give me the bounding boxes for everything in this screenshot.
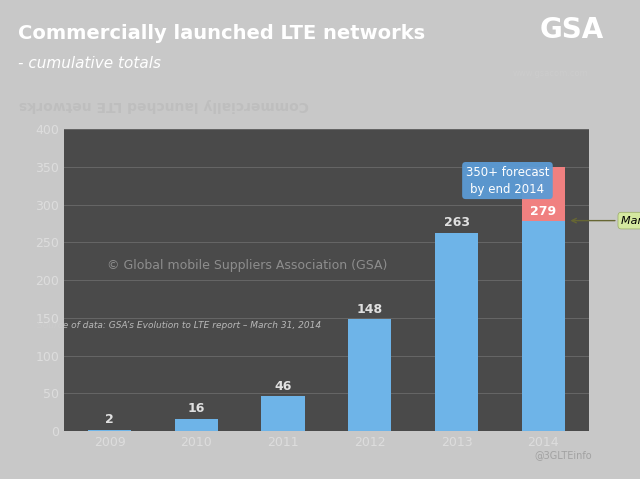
Text: @3GLTEinfo: @3GLTEinfo xyxy=(534,450,592,460)
Bar xyxy=(522,221,565,431)
Text: 350+ forecast
by end 2014: 350+ forecast by end 2014 xyxy=(466,166,549,195)
Text: - cumulative totals: - cumulative totals xyxy=(19,56,161,71)
Text: 2: 2 xyxy=(105,413,114,426)
Text: © Global mobile Suppliers Association (GSA): © Global mobile Suppliers Association (G… xyxy=(108,259,388,272)
Text: Source of data: GSA’s Evolution to LTE report – March 31, 2014: Source of data: GSA’s Evolution to LTE r… xyxy=(37,321,321,330)
Bar xyxy=(348,319,392,431)
Text: 46: 46 xyxy=(275,380,292,393)
Text: Commercially launched LTE networks: Commercially launched LTE networks xyxy=(19,24,426,43)
Text: Commercially launched LTE networks: Commercially launched LTE networks xyxy=(19,98,308,113)
Bar xyxy=(175,419,218,431)
Bar xyxy=(88,430,131,431)
Text: 148: 148 xyxy=(356,303,383,316)
Text: 263: 263 xyxy=(444,216,470,229)
Text: GSA: GSA xyxy=(540,16,604,44)
Bar xyxy=(522,167,565,221)
Text: 279: 279 xyxy=(530,205,556,218)
Text: www.gsacom.com: www.gsacom.com xyxy=(513,69,588,78)
Bar xyxy=(261,397,305,431)
Text: 16: 16 xyxy=(188,402,205,415)
Bar xyxy=(435,233,478,431)
Text: Mar 31, 2014: Mar 31, 2014 xyxy=(572,216,640,226)
